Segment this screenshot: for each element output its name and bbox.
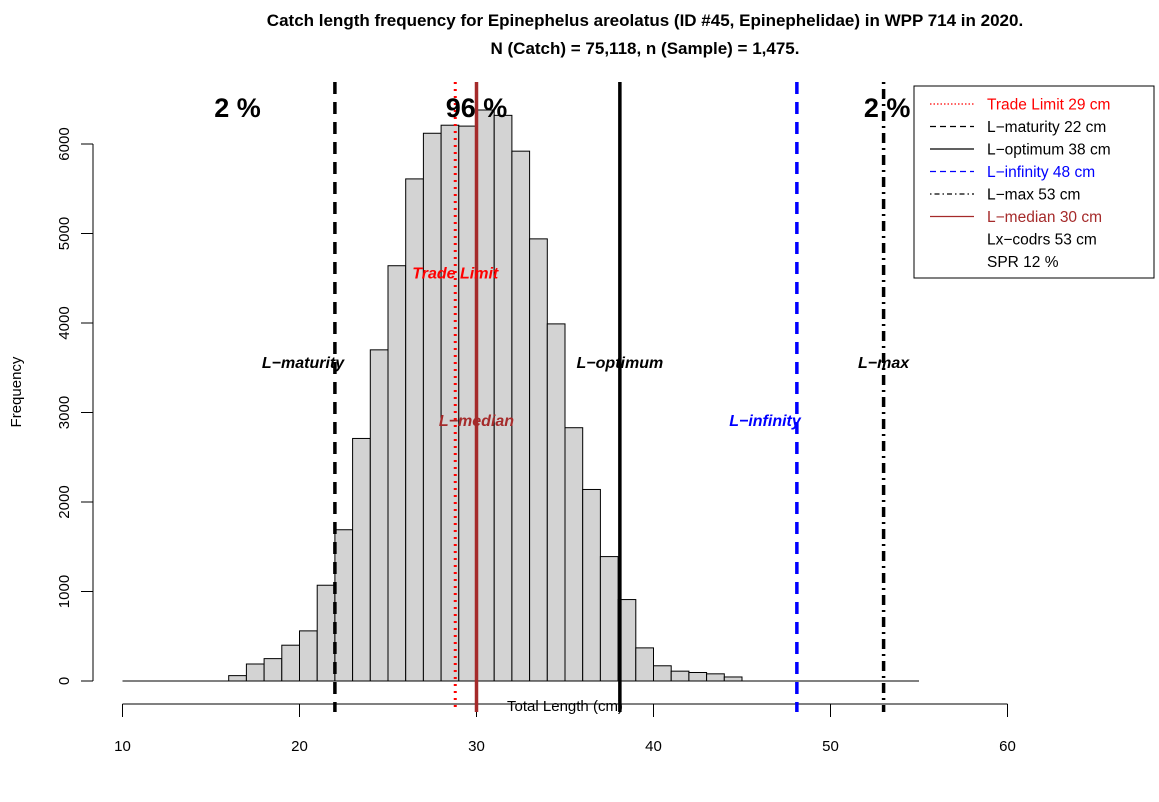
- x-tick-label: 30: [468, 738, 485, 755]
- histogram-bar: [688, 671, 708, 682]
- bars-group: [122, 109, 919, 682]
- percent-label: 96 %: [446, 93, 508, 123]
- x-tick-label: 50: [822, 738, 839, 755]
- reference-line-label: L−maturity: [262, 355, 345, 372]
- x-tick-label: 40: [645, 738, 662, 755]
- y-axis: 0 1000 2000 3000 4000 5000 6000: [56, 127, 94, 685]
- legend-label: L−optimum 38 cm: [987, 142, 1111, 159]
- histogram-bar: [529, 238, 548, 682]
- histogram-bar: [653, 665, 672, 682]
- legend-label: L−median 30 cm: [987, 209, 1102, 226]
- legend-label: Trade Limit 29 cm: [987, 97, 1110, 114]
- y-tick-label: 2000: [56, 485, 73, 518]
- histogram-bar: [334, 529, 354, 682]
- reference-line-label: L−max: [858, 355, 910, 372]
- legend-label: SPR 12 %: [987, 254, 1059, 271]
- histogram-bar: [316, 584, 336, 682]
- x-tick-label: 20: [291, 738, 308, 755]
- legend-label: L−maturity 22 cm: [987, 119, 1106, 136]
- y-tick-label: 3000: [56, 396, 73, 429]
- legend-label: L−infinity 48 cm: [987, 164, 1095, 181]
- histogram-bar: [281, 644, 300, 682]
- y-tick-label: 0: [56, 677, 73, 685]
- legend-box: [913, 85, 1155, 279]
- histogram-bar: [263, 658, 283, 682]
- histogram-bar: [387, 265, 407, 682]
- reference-line-label: L−median: [439, 413, 514, 430]
- histogram-bar: [352, 437, 371, 682]
- y-tick-label: 4000: [56, 306, 73, 339]
- percent-labels: 2 % 96 % 2 %: [214, 93, 910, 123]
- histogram-bar: [564, 427, 584, 682]
- histogram-bar: [723, 676, 743, 682]
- legend-label: Lx−codrs 53 cm: [987, 232, 1097, 249]
- reference-line-label: L−optimum: [577, 355, 664, 372]
- histogram-bar: [299, 630, 318, 682]
- x-axis-label: Total Length (cm): [507, 698, 623, 715]
- histogram-bar: [458, 125, 477, 682]
- histogram-bar: [245, 663, 265, 682]
- histogram-bar: [493, 114, 513, 682]
- histogram-bar: [369, 349, 389, 682]
- chart-subtitle: N (Catch) = 75,118, n (Sample) = 1,475.: [491, 39, 800, 58]
- x-tick-label: 60: [999, 738, 1016, 755]
- chart-title: Catch length frequency for Epinephelus a…: [267, 11, 1023, 30]
- y-tick-label: 1000: [56, 575, 73, 608]
- legend-label: L−max 53 cm: [987, 187, 1080, 204]
- reference-lines: Trade Limit L−maturity L−optimum L−infinity…: [262, 82, 910, 712]
- x-tick-label: 10: [114, 738, 131, 755]
- legend: Trade Limit 29 cm L−maturity 22 cm L−optim…: [913, 85, 1155, 279]
- x-axis: 10 20 30 40 50 60: [114, 703, 1016, 755]
- histogram-bar: [511, 150, 531, 682]
- histogram-bar: [599, 556, 619, 682]
- histogram-bar: [422, 132, 442, 682]
- y-tick-label: 6000: [56, 127, 73, 160]
- histogram-bar: [228, 675, 247, 682]
- y-tick-label: 5000: [56, 217, 73, 250]
- percent-label: 2 %: [214, 93, 261, 123]
- histogram-bar: [582, 488, 601, 682]
- histogram-bar: [405, 178, 424, 682]
- histogram-bar: [476, 109, 495, 682]
- histogram-bar: [635, 647, 654, 682]
- y-axis-label: Frequency: [8, 356, 25, 427]
- histogram-bar: [670, 670, 690, 682]
- reference-line-label: L−infinity: [729, 413, 802, 430]
- histogram-bar: [546, 323, 566, 682]
- histogram-bar: [706, 673, 725, 682]
- reference-line-label: Trade Limit: [412, 265, 499, 282]
- percent-label: 2 %: [864, 93, 911, 123]
